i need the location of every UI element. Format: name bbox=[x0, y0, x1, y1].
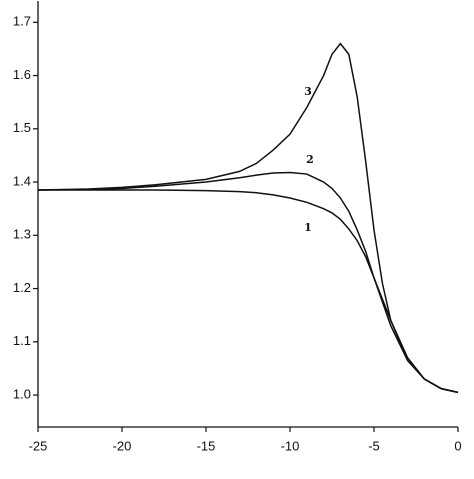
y-tick-label: 1.4 bbox=[13, 173, 31, 188]
x-tick-label: 0 bbox=[454, 438, 461, 453]
series-label: 1 bbox=[304, 221, 312, 234]
line-series bbox=[37, 42, 459, 394]
x-tick-label: -15 bbox=[197, 438, 216, 453]
y-tick-label: 1.2 bbox=[13, 280, 31, 295]
series-label: 3 bbox=[304, 85, 312, 98]
y-tick-label: 1.5 bbox=[13, 120, 31, 135]
x-tick-label: -5 bbox=[368, 438, 380, 453]
x-tick-label: -10 bbox=[281, 438, 300, 453]
y-tick-label: 1.0 bbox=[13, 386, 31, 401]
y-tick-label: 1.1 bbox=[13, 333, 31, 348]
y-tick-label: 1.6 bbox=[13, 67, 31, 82]
line-series bbox=[37, 171, 459, 394]
x-tick-label: -25 bbox=[29, 438, 48, 453]
x-tick-label: -20 bbox=[113, 438, 132, 453]
series-label: 2 bbox=[306, 153, 314, 166]
y-tick-label: 1.3 bbox=[13, 227, 31, 242]
y-tick-label: 1.7 bbox=[13, 14, 31, 29]
line-series bbox=[38, 189, 459, 394]
